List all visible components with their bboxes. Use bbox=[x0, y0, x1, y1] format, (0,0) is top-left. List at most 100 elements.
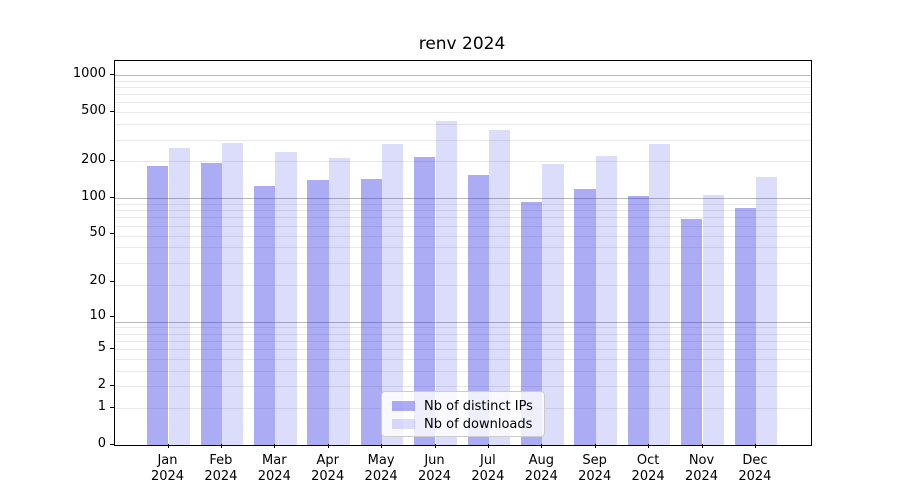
bar-downloads-may bbox=[382, 144, 404, 445]
gridline-major-1000 bbox=[115, 75, 811, 76]
x-tick-apr bbox=[327, 444, 329, 448]
x-tick-label-dec: Dec 2024 bbox=[738, 453, 772, 484]
bar-distinct-ips-dec bbox=[734, 207, 756, 445]
gridline-minor-300 bbox=[115, 139, 811, 141]
y-tick-label-500: 500 bbox=[81, 103, 106, 118]
gridline-minor-90 bbox=[115, 204, 811, 205]
legend-swatch-downloads bbox=[392, 419, 415, 429]
bar-downloads-mar bbox=[275, 151, 297, 445]
y-tick-500 bbox=[110, 111, 114, 112]
gridline-minor-50 bbox=[115, 235, 811, 237]
bar-distinct-ips-apr bbox=[307, 180, 329, 445]
x-tick-label-jan: Jan 2024 bbox=[150, 453, 185, 484]
y-tick-0 bbox=[110, 444, 114, 445]
y-tick-2 bbox=[110, 385, 114, 387]
y-tick-5 bbox=[110, 348, 114, 349]
bar-downloads-oct bbox=[649, 144, 671, 445]
y-tick-label-10: 10 bbox=[89, 307, 106, 323]
x-tick-feb bbox=[220, 444, 222, 448]
y-tick-20 bbox=[110, 280, 114, 282]
y-tick-1 bbox=[110, 406, 114, 408]
y-tick-100 bbox=[110, 196, 114, 198]
x-tick-label-apr: Apr 2024 bbox=[311, 453, 345, 484]
x-tick-nov bbox=[701, 444, 703, 448]
x-tick-label-mar: Mar 2024 bbox=[257, 453, 291, 484]
x-tick-jul bbox=[487, 444, 489, 448]
y-tick-label-5: 5 bbox=[97, 340, 106, 355]
y-tick-label-20: 20 bbox=[89, 272, 106, 288]
gridline-minor-400 bbox=[115, 124, 811, 126]
bar-distinct-ips-sep bbox=[574, 189, 596, 445]
chart-title: renv 2024 bbox=[418, 34, 506, 54]
y-tick-label-1000: 1000 bbox=[72, 65, 106, 81]
gridline-minor-200 bbox=[115, 161, 811, 163]
gridline-minor-800 bbox=[115, 87, 811, 88]
gridline-minor-60 bbox=[115, 225, 811, 227]
bar-downloads-nov bbox=[702, 195, 724, 445]
gridline-major-10 bbox=[115, 321, 811, 323]
legend-swatch-distinct-ips bbox=[392, 401, 415, 411]
y-tick-label-2: 2 bbox=[97, 377, 106, 393]
gridline-minor-20 bbox=[115, 284, 811, 286]
bar-downloads-jul bbox=[488, 130, 511, 445]
x-tick-jun bbox=[434, 444, 436, 448]
y-tick-label-200: 200 bbox=[81, 151, 106, 167]
x-tick-aug bbox=[541, 444, 543, 448]
gridline-minor-40 bbox=[115, 247, 811, 249]
bar-distinct-ips-may bbox=[360, 178, 383, 445]
gridline-minor-500 bbox=[115, 112, 811, 114]
y-tick-label-0: 0 bbox=[97, 436, 106, 451]
bar-downloads-dec bbox=[755, 177, 778, 445]
y-tick-50 bbox=[110, 233, 114, 235]
legend-item-distinct-ips: Nb of distinct IPs bbox=[392, 397, 534, 415]
bar-downloads-feb bbox=[221, 143, 244, 445]
bar-downloads-aug bbox=[542, 164, 564, 445]
x-tick-label-oct: Oct 2024 bbox=[631, 453, 665, 484]
legend-label-distinct-ips: Nb of distinct IPs bbox=[424, 398, 533, 414]
bar-distinct-ips-jan bbox=[147, 165, 169, 445]
legend: Nb of distinct IPs Nb of downloads bbox=[381, 391, 545, 437]
gridline-minor-80 bbox=[115, 210, 811, 212]
y-tick-200 bbox=[110, 159, 114, 161]
x-tick-mar bbox=[274, 444, 276, 448]
legend-label-downloads: Nb of downloads bbox=[424, 416, 533, 432]
x-tick-label-nov: Nov 2024 bbox=[684, 453, 719, 484]
x-tick-label-sep: Sep 2024 bbox=[578, 453, 612, 484]
gridline-minor-8 bbox=[115, 333, 811, 335]
legend-item-downloads: Nb of downloads bbox=[392, 415, 534, 433]
bar-distinct-ips-jun bbox=[414, 156, 436, 445]
x-tick-jan bbox=[167, 444, 169, 448]
y-tick-label-100: 100 bbox=[81, 188, 106, 204]
gridline-minor-30 bbox=[115, 262, 811, 264]
y-tick-label-50: 50 bbox=[89, 225, 106, 241]
gridline-minor-600 bbox=[115, 102, 811, 104]
x-tick-label-jun: Jun 2024 bbox=[417, 453, 452, 484]
bar-distinct-ips-oct bbox=[627, 195, 650, 445]
x-tick-sep bbox=[594, 444, 596, 448]
gridline-minor-7 bbox=[115, 340, 811, 342]
bar-distinct-ips-mar bbox=[253, 186, 276, 445]
bar-downloads-jun bbox=[435, 121, 457, 445]
x-tick-label-aug: Aug 2024 bbox=[524, 453, 558, 484]
x-tick-dec bbox=[754, 444, 756, 448]
gridline-minor-700 bbox=[115, 94, 811, 96]
plot-area: Nb of distinct IPs Nb of downloads bbox=[114, 60, 812, 446]
gridline-major-100 bbox=[115, 198, 811, 200]
bar-distinct-ips-nov bbox=[681, 219, 703, 445]
gridline-minor-3 bbox=[115, 386, 811, 388]
gridline-minor-6 bbox=[115, 349, 811, 350]
y-tick-label-1: 1 bbox=[97, 398, 106, 414]
x-tick-label-feb: Feb 2024 bbox=[204, 453, 238, 484]
gridline-minor-5 bbox=[115, 358, 811, 360]
y-tick-1000 bbox=[110, 73, 114, 75]
x-tick-label-may: May 2024 bbox=[364, 453, 398, 484]
bar-downloads-jan bbox=[168, 147, 190, 445]
x-tick-label-jul: Jul 2024 bbox=[471, 453, 505, 484]
gridline-minor-4 bbox=[115, 370, 811, 372]
bar-distinct-ips-feb bbox=[200, 163, 222, 445]
bar-downloads-apr bbox=[328, 157, 351, 445]
gridline-minor-900 bbox=[115, 80, 811, 82]
gridline-minor-9 bbox=[115, 327, 811, 329]
bar-downloads-sep bbox=[595, 155, 618, 445]
